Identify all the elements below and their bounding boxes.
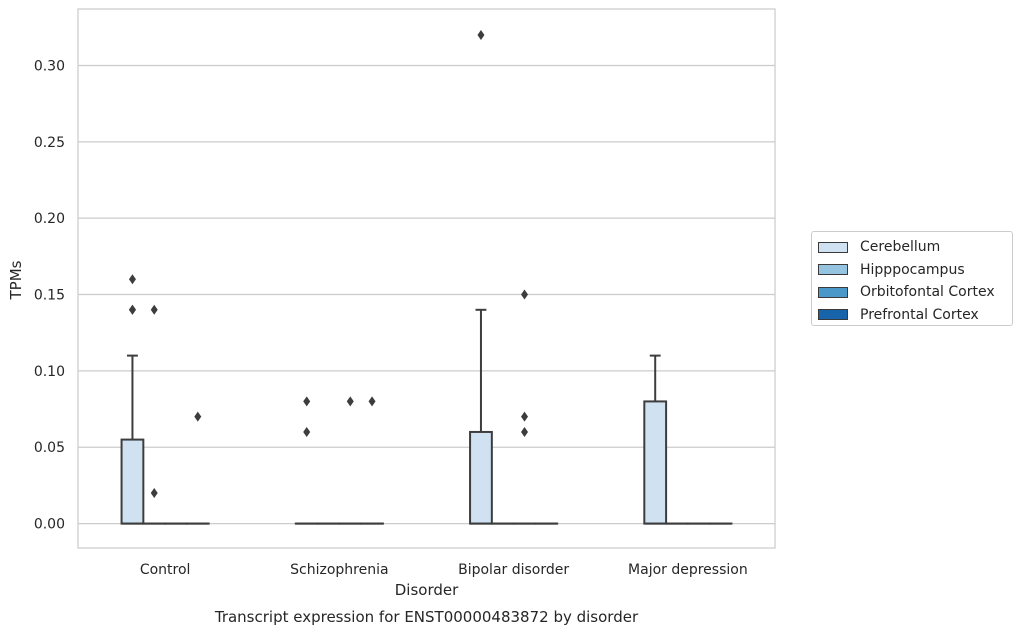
y-tick-label: 0.25 xyxy=(34,135,65,151)
y-axis-title: TPMs xyxy=(7,260,25,300)
y-tick-label: 0.30 xyxy=(34,58,65,74)
legend-item: Cerebellum xyxy=(818,236,1012,259)
outlier-point xyxy=(150,488,158,499)
legend-swatch xyxy=(818,309,848,321)
legend-label: Prefrontal Cortex xyxy=(860,306,979,323)
chart-caption: Transcript expression for ENST0000048387… xyxy=(214,608,639,626)
legend-swatch xyxy=(818,241,848,253)
legend-label: Orbitofontal Cortex xyxy=(860,284,995,301)
boxes xyxy=(120,29,733,525)
legend-label: Cerebellum xyxy=(860,239,941,256)
y-tick-labels: 0.00 0.05 0.10 0.15 0.20 0.25 0.30 xyxy=(34,58,65,532)
x-tick-label: Major depression xyxy=(628,562,748,578)
legend-item: Hipppocampus xyxy=(818,259,1012,282)
x-tick-labels: Control Schizophrenia Bipolar disorder Majo… xyxy=(140,562,748,578)
outlier-point xyxy=(128,274,136,285)
box xyxy=(469,430,493,525)
y-tick-label: 0.15 xyxy=(34,288,65,304)
outlier-point xyxy=(128,304,136,315)
x-tick-label: Schizophrenia xyxy=(290,562,388,578)
plot-frame xyxy=(77,8,776,549)
outlier-point xyxy=(521,426,529,437)
legend-swatch xyxy=(818,286,848,298)
outlier-point xyxy=(150,304,158,315)
legend: Cerebellum Hipppocampus Orbitofontal Corte… xyxy=(811,231,1013,326)
outlier-point xyxy=(477,29,485,40)
outlier-point xyxy=(303,396,311,407)
y-tick-label: 0.00 xyxy=(34,517,65,533)
outlier-point xyxy=(368,396,376,407)
x-tick-label: Bipolar disorder xyxy=(458,562,569,578)
box xyxy=(643,400,668,525)
outlier-point xyxy=(303,426,311,437)
outlier-point xyxy=(194,411,202,422)
x-tick-label: Control xyxy=(140,562,191,578)
x-axis-title: Disorder xyxy=(395,581,459,599)
legend-item: Orbitofontal Cortex xyxy=(818,281,1012,304)
box xyxy=(120,438,145,525)
y-tick-label: 0.05 xyxy=(34,440,65,456)
y-tick-label: 0.20 xyxy=(34,211,65,227)
legend-item: Prefrontal Cortex xyxy=(818,304,1012,327)
gridlines xyxy=(78,64,775,525)
outlier-point xyxy=(521,289,529,300)
outlier-point xyxy=(346,396,354,407)
legend-swatch xyxy=(818,264,848,276)
legend-label: Hipppocampus xyxy=(860,261,965,278)
y-tick-label: 0.10 xyxy=(34,364,65,380)
outlier-point xyxy=(521,411,529,422)
